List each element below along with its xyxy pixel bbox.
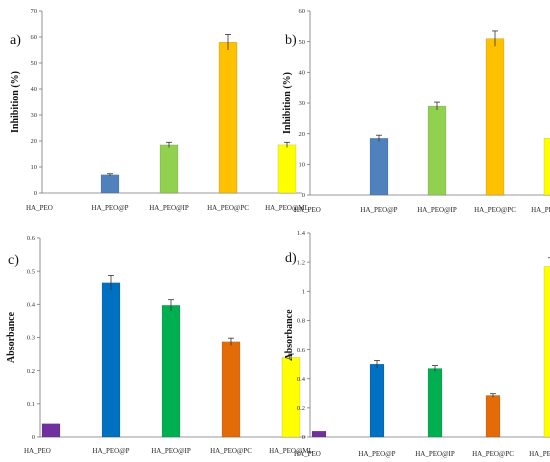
bar xyxy=(311,430,327,438)
category-label: HA_PEO@ML xyxy=(269,447,313,455)
category-label: HA_PEO@ML xyxy=(265,204,309,212)
y-tick-label: 50 xyxy=(299,39,306,46)
y-tick-label: 1.2 xyxy=(297,259,305,266)
category-label: HA_PEO@IP xyxy=(417,206,457,214)
y-tick-label: 70 xyxy=(31,8,38,15)
bar xyxy=(100,174,120,194)
y-tick-label: 30 xyxy=(299,100,306,107)
y-tick-label: 20 xyxy=(299,131,306,138)
category-label: HA_PEO@ML xyxy=(529,450,550,458)
bar xyxy=(369,363,385,438)
category-label: HA_PEO@PC xyxy=(474,206,516,214)
y-tick-label: 0.1 xyxy=(27,401,35,408)
category-label: HA_PEO@P xyxy=(360,206,397,214)
y-axis-title: Absorbance xyxy=(284,309,295,361)
y-tick-label: 0.5 xyxy=(27,268,35,275)
bar xyxy=(159,144,179,194)
panel-label: b) xyxy=(285,33,297,48)
y-tick-label: 20 xyxy=(31,138,38,145)
y-tick-label: 0.4 xyxy=(297,376,306,383)
bar xyxy=(101,282,121,438)
y-tick-label: 0 xyxy=(34,190,37,197)
y-tick-label: 60 xyxy=(31,34,38,41)
category-label: HA_PEO@ML xyxy=(531,206,550,214)
bar xyxy=(41,423,61,438)
bar xyxy=(427,105,447,196)
y-tick-label: 0.4 xyxy=(27,302,36,309)
y-tick-label: 1.4 xyxy=(297,230,306,237)
chart-panel-a: 0 10 20 30 40 50 60 70 Inhibition (%) a) HA_PEO HA_… xyxy=(10,8,309,212)
y-tick-label: 0 xyxy=(302,434,305,441)
category-label: HA_PEO xyxy=(294,206,321,214)
bar xyxy=(485,38,505,196)
bar xyxy=(221,341,241,438)
y-tick-label: 60 xyxy=(299,8,306,15)
bar xyxy=(277,144,297,194)
bar xyxy=(281,357,301,438)
bar xyxy=(369,138,389,196)
bar xyxy=(161,305,181,438)
category-label: HA_PEO xyxy=(26,204,53,212)
category-label: HA_PEO@P xyxy=(92,447,129,455)
y-axis-title: Absorbance xyxy=(6,311,17,363)
y-tick-label: 0 xyxy=(32,434,35,441)
panel-label: a) xyxy=(10,33,21,48)
bar xyxy=(543,266,550,438)
y-tick-label: 0.2 xyxy=(27,368,35,375)
bar xyxy=(427,368,443,438)
y-tick-label: 40 xyxy=(299,70,306,77)
y-tick-label: 40 xyxy=(31,86,38,93)
y-axis-title: Inhibition (%) xyxy=(282,72,293,134)
category-label: HA_PEO xyxy=(294,450,321,458)
chart-panel-b: 0 10 20 30 40 50 60 Inhibition (%) b) HA_PEO HA_PE… xyxy=(282,8,550,214)
y-tick-label: 0 xyxy=(302,192,305,199)
bar xyxy=(218,42,238,194)
category-label: HA_PEO@PC xyxy=(210,447,252,455)
y-tick-label: 10 xyxy=(299,162,306,169)
bar xyxy=(485,395,501,438)
category-label: HA_PEO@PC xyxy=(472,450,514,458)
y-tick-label: 0.2 xyxy=(297,405,305,412)
y-tick-label: 30 xyxy=(31,112,38,119)
y-tick-label: 10 xyxy=(31,164,38,171)
y-tick-label: 1 xyxy=(302,288,305,295)
y-tick-label: 0.6 xyxy=(297,347,306,354)
panel-label: d) xyxy=(285,251,297,266)
category-label: HA_PEO@IP xyxy=(415,450,455,458)
y-axis-title: Inhibition (%) xyxy=(10,71,21,133)
category-label: HA_PEO@P xyxy=(358,450,395,458)
category-label: HA_PEO@P xyxy=(91,204,128,212)
category-label: HA_PEO xyxy=(24,447,51,455)
category-label: HA_PEO@IP xyxy=(149,204,189,212)
panel-label: c) xyxy=(8,253,19,268)
bar xyxy=(543,138,550,196)
y-tick-label: 0.3 xyxy=(27,335,35,342)
category-label: HA_PEO@IP xyxy=(151,447,191,455)
y-tick-label: 50 xyxy=(31,60,38,67)
chart-panel-d: 0 0.2 0.4 0.6 0.8 1 1.2 1.4 Absorbance d) HA_PEO HA… xyxy=(284,230,550,458)
y-tick-label: 0.6 xyxy=(27,235,36,242)
y-tick-label: 0.8 xyxy=(297,318,305,325)
category-label: HA_PEO@PC xyxy=(207,204,249,212)
